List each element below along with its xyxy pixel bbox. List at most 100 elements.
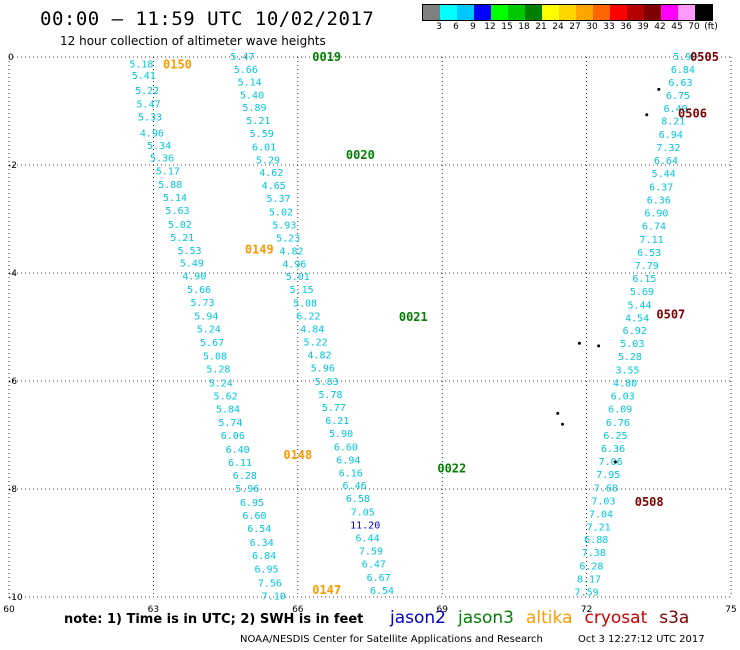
swh-data-point: 4.80: [613, 379, 637, 390]
track-label: 0020: [346, 148, 375, 162]
swh-data-point: 6.28: [233, 471, 257, 482]
colorbar-label: 39: [637, 22, 649, 32]
swh-data-point: 5.66: [234, 65, 258, 76]
swh-data-point: 5.17: [156, 166, 180, 177]
colorbar-swatch: [576, 5, 593, 20]
swh-data-point: 7.21: [587, 522, 611, 533]
swh-data-point: 7.56: [258, 578, 282, 589]
colorbar-label: 42: [654, 22, 666, 32]
swh-data-point: 6.64: [654, 156, 678, 167]
colorbar-swatch: [695, 5, 712, 20]
colorbar-swatch: [525, 5, 542, 20]
swh-data-point: 5.59: [250, 129, 274, 140]
colorbar-label: 18: [518, 22, 530, 32]
swh-data-point: 8.17: [577, 575, 601, 586]
swh-data-point: 7.59: [575, 588, 599, 599]
swh-data-point: 6.06: [221, 431, 245, 442]
swh-data-point: 5.28: [618, 352, 642, 363]
swh-data-point: 6.21: [325, 416, 349, 427]
swh-data-point: 6.54: [247, 524, 271, 535]
track-label: 0505: [690, 50, 719, 64]
x-tick-label: 75: [725, 605, 736, 615]
timestamp: Oct 3 12:27:12 UTC 2017: [578, 634, 705, 645]
page-subtitle: 12 hour collection of altimeter wave hei…: [60, 34, 326, 48]
swh-data-point: 6.01: [252, 143, 276, 154]
swh-data-point: 5.24: [209, 379, 233, 390]
swh-data-point: 4.82: [279, 246, 303, 257]
swh-data-point: 7.05: [351, 508, 375, 519]
colorbar-label: 24: [552, 22, 564, 32]
swh-data-point: 6.54: [370, 586, 394, 597]
island-mark: [613, 460, 617, 464]
swh-data-point: 6.90: [644, 209, 668, 220]
colorbar-label: 27: [569, 22, 581, 32]
island-mark: [577, 341, 581, 345]
track-label: 0508: [635, 495, 664, 509]
y-tick-label: -6: [8, 377, 17, 387]
swh-data-point: 4.84: [300, 325, 324, 336]
track-label: 0149: [245, 243, 274, 257]
colorbar: [422, 4, 713, 21]
swh-data-point: 6.75: [666, 91, 690, 102]
swh-data-point: 5.78: [318, 390, 342, 401]
swh-data-point: 6.09: [608, 405, 632, 416]
colorbar-swatch: [661, 5, 678, 20]
swh-data-point: 5.53: [177, 246, 201, 257]
island-mark: [597, 344, 601, 348]
swh-data-point: 7.06: [599, 457, 623, 468]
swh-data-point: 5.44: [652, 169, 676, 180]
island-mark: [645, 113, 649, 117]
swh-data-point: 6.46: [343, 481, 367, 492]
swh-data-point: 5.22: [135, 86, 159, 97]
track-label: 0506: [678, 107, 707, 121]
swh-data-point: 5.40: [240, 90, 264, 101]
swh-data-point: 6.84: [252, 551, 276, 562]
swh-data-point: 7.32: [656, 143, 680, 154]
swh-data-point: 7.68: [594, 483, 618, 494]
swh-data-point: 5.23: [276, 233, 300, 244]
swh-data-point: 5.08: [293, 299, 317, 310]
colorbar-label: 6: [453, 22, 459, 32]
swh-data-point: 5.18: [129, 59, 153, 70]
satellite-legend: jason2 jason3 altika cryosat s3a: [390, 608, 701, 628]
track-label: 0150: [163, 57, 192, 71]
swh-data-point: 5.02: [269, 207, 293, 218]
colorbar-label: 12: [484, 22, 496, 32]
footnote: note: 1) Time is in UTC; 2) SWH is in fe…: [64, 612, 364, 627]
swh-data-point: 5.22: [304, 338, 328, 349]
swh-data-point: 6.92: [623, 326, 647, 337]
colorbar-swatch: [440, 5, 457, 20]
swh-data-point: 6.16: [339, 468, 363, 479]
credit: NOAA/NESDIS Center for Satellite Applica…: [240, 634, 543, 645]
swh-data-point: 4.90: [182, 272, 206, 283]
swh-data-point: 7.03: [591, 496, 615, 507]
track-label: 0147: [312, 583, 341, 597]
x-tick-label: 63: [148, 605, 159, 615]
swh-data-point: 5.66: [187, 285, 211, 296]
colorbar-label: 70: [688, 22, 700, 32]
swh-data-point: 5.21: [246, 116, 270, 127]
swh-data-point: 6.95: [240, 498, 264, 509]
track-label: 0507: [656, 308, 685, 322]
swh-data-point: 5.28: [206, 365, 230, 376]
swh-data-point: 5.89: [242, 103, 266, 114]
swh-data-point: 6.37: [649, 183, 673, 194]
swh-data-point: 7.79: [635, 261, 659, 272]
swh-data-point: 6.67: [367, 573, 391, 584]
swh-data-point: 6.94: [336, 455, 360, 466]
colorbar-swatch: [508, 5, 525, 20]
x-tick-label: 66: [292, 605, 304, 615]
swh-data-point: 5.15: [290, 285, 314, 296]
satellite-legend-item: cryosat: [584, 608, 648, 628]
swh-data-point: 5.41: [132, 71, 156, 82]
swh-data-point: 5.33: [138, 112, 162, 123]
colorbar-swatch: [457, 5, 474, 20]
swh-data-point: 5.08: [203, 352, 227, 363]
swh-data-point: 6.28: [579, 562, 603, 573]
swh-data-point: 6.95: [254, 564, 278, 575]
swh-data-point: 6.25: [603, 431, 627, 442]
colorbar-label: 21: [535, 22, 547, 32]
swh-data-point: 5.14: [238, 77, 262, 88]
island-mark: [657, 87, 661, 91]
